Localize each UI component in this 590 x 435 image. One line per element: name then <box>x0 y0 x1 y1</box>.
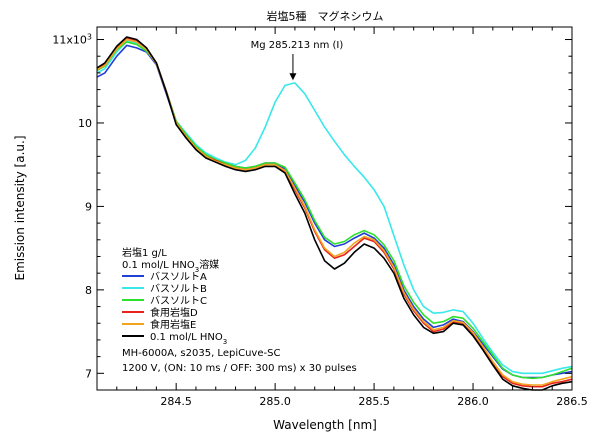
y-axis-label: Emission intensity [a.u.] <box>13 136 27 281</box>
plot-area <box>96 26 573 391</box>
legend-entry-6: 0.1 mol/L HNO3 <box>150 332 227 346</box>
chart-title: 岩塩5種 マグネシウム <box>267 9 384 23</box>
y-tick-label: 7 <box>85 367 92 380</box>
x-tick-label: 286.5 <box>556 395 588 408</box>
instrument-note: MH-6000A, s2035, LepiCuve-SC <box>122 348 280 359</box>
x-tick-label: 285.5 <box>358 395 390 408</box>
y-tick-label-top: 11x103 <box>52 32 92 47</box>
x-tick-label: 285.0 <box>259 395 291 408</box>
y-tick-label: 8 <box>85 284 92 297</box>
x-axis: 284.5 285.0 285.5 286.0 286.5 <box>96 27 588 408</box>
y-tick-label: 10 <box>78 117 92 130</box>
legend-entry-2: バスソルトB <box>150 283 207 295</box>
series-line-6 <box>96 36 573 391</box>
y-tick-label: 9 <box>85 200 92 213</box>
y-axis: 7 8 9 10 11x103 <box>52 32 572 391</box>
legend-entry-3: バスソルトC <box>150 295 207 307</box>
annotation-arrowhead <box>289 73 297 81</box>
x-axis-label: Wavelength [nm] <box>273 418 377 432</box>
x-tick-label: 284.5 <box>160 395 192 408</box>
mg-line-annotation: Mg 285.213 nm (I) <box>251 40 344 81</box>
pulse-settings-note: 1200 V, (ON: 10 ms / OFF: 300 ms) x 30 p… <box>122 363 357 374</box>
x-tick-label: 286.0 <box>457 395 489 408</box>
legend-entry-4: 食用岩塩D <box>150 306 198 319</box>
legend-entry-5: 食用岩塩E <box>150 318 196 331</box>
legend-title-line-1: 岩塩1 g/L <box>122 246 167 259</box>
legend-entry-1: バスソルトA <box>150 271 207 283</box>
annotation-label: Mg 285.213 nm (I) <box>251 40 344 51</box>
legend: 岩塩1 g/L0.1 mol/L HNO3溶媒バスソルトAバスソルトBバスソルト… <box>122 246 227 346</box>
